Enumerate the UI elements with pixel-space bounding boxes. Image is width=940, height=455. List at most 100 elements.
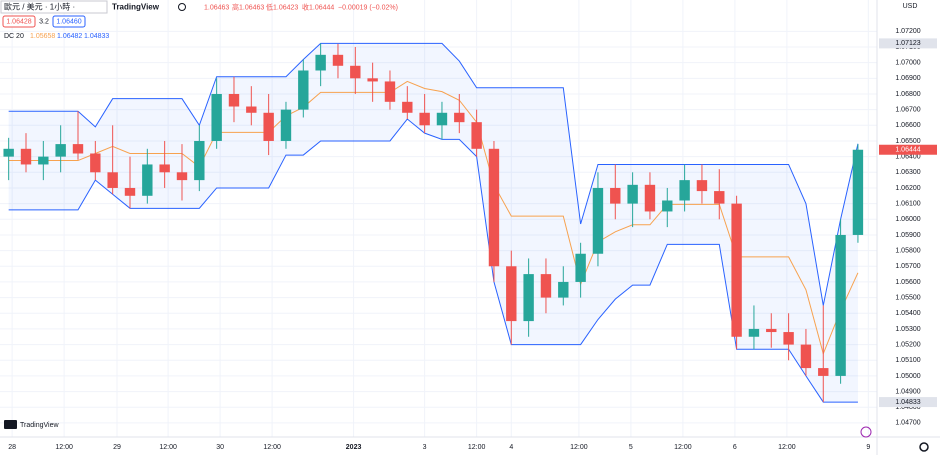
x-tick-label: 12:00 — [159, 444, 177, 451]
candle-body — [228, 93, 240, 107]
channel-line — [8, 42, 859, 306]
candle-body — [419, 112, 430, 126]
y-tick-label: 1.05400 — [895, 310, 920, 317]
candle-body — [436, 112, 448, 126]
x-tick-label: 28 — [8, 444, 16, 451]
eye-icon[interactable] — [178, 3, 186, 11]
x-tick-label: 12:00 — [263, 444, 281, 451]
event-icon[interactable] — [860, 426, 872, 438]
candle-body — [835, 234, 846, 376]
candle-body — [610, 187, 621, 204]
y-tick-label: 1.05100 — [895, 357, 920, 364]
symbol-box[interactable] — [0, 0, 108, 14]
candle-body — [90, 153, 101, 173]
candle-body — [72, 144, 84, 154]
low-value: 1.04833 — [895, 399, 920, 406]
candle-body — [783, 332, 794, 345]
candle-body — [506, 266, 517, 322]
candle-body — [592, 187, 604, 254]
last-value: 1.06444 — [895, 147, 920, 154]
quote-close: 收1.06444 — [302, 2, 334, 11]
candle-body — [159, 164, 170, 173]
y-tick-label: 1.07000 — [895, 59, 920, 66]
candle-body — [298, 70, 309, 110]
x-tick-label: 30 — [216, 444, 224, 451]
y-tick-label: 1.06400 — [895, 153, 920, 160]
x-tick-label: 3 — [423, 444, 427, 451]
buy-button[interactable] — [52, 15, 86, 28]
candle-body — [540, 274, 552, 298]
quote-high: 高1.06463 — [232, 2, 264, 11]
candle-body — [748, 328, 760, 337]
candle-body — [766, 328, 777, 333]
candle-body — [211, 93, 222, 141]
indicator-middle: 1.05658 — [30, 33, 55, 40]
channel-line — [8, 80, 859, 356]
candle-body — [852, 149, 864, 235]
candle-body — [558, 281, 569, 298]
y-tick-label: 1.05300 — [895, 326, 920, 333]
y-tick-label: 1.05900 — [895, 232, 920, 239]
y-tick-label: 1.06900 — [895, 75, 920, 82]
candle-body — [818, 368, 829, 376]
y-tick-label: 1.06600 — [895, 122, 920, 129]
candle-body — [575, 253, 586, 282]
candle-body — [644, 184, 656, 212]
y-tick-label: 1.06000 — [895, 216, 920, 223]
candle-body — [488, 148, 500, 267]
candle-body — [194, 140, 205, 181]
channel-line — [8, 118, 858, 403]
last-value-box — [879, 144, 937, 155]
candle-body — [142, 164, 153, 196]
y-tick-label: 1.05700 — [895, 263, 920, 270]
candle-body — [3, 148, 14, 157]
candle-body — [332, 54, 344, 66]
symbol[interactable]: 歐元 / 美元 · 1小時 · — [4, 2, 75, 12]
x-tick-label: 29 — [113, 444, 121, 451]
y-tick-label: 1.04900 — [895, 388, 920, 395]
y-tick-label: 1.06100 — [895, 200, 920, 207]
candle-body — [471, 122, 482, 149]
candle-body — [107, 172, 118, 188]
candle-body — [731, 203, 742, 337]
quote-change: −0.00019 (−0.02%) — [338, 4, 398, 11]
y-tick-label: 1.05600 — [895, 279, 920, 286]
sell-button[interactable] — [2, 15, 36, 28]
y-tick-label: 1.06200 — [895, 185, 920, 192]
candle-body — [350, 65, 361, 79]
y-tick-label: 1.05800 — [895, 247, 920, 254]
candle-body — [38, 156, 49, 165]
high-value-box — [879, 38, 937, 49]
candle-body — [263, 112, 274, 141]
spread: 3.2 — [39, 18, 49, 25]
currency[interactable]: USD — [903, 3, 918, 10]
buy-price[interactable]: 1.06460 — [56, 18, 81, 25]
y-tick-label: 1.06800 — [895, 91, 920, 98]
candle-body — [55, 144, 66, 157]
candle-body — [20, 148, 32, 165]
high-value: 1.07123 — [895, 40, 920, 47]
y-tick-label: 1.06300 — [895, 169, 920, 176]
y-tick-label: 1.07200 — [895, 28, 920, 35]
source: TradingView — [112, 3, 160, 12]
x-tick-label: 5 — [629, 444, 633, 451]
y-tick-label: 1.05500 — [895, 294, 920, 301]
x-tick-label: 6 — [733, 444, 737, 451]
indicator-name: DC 20 — [4, 33, 24, 40]
candle-body — [176, 172, 188, 181]
candle-body — [696, 180, 708, 192]
quote-open: 1.06463 — [204, 4, 229, 11]
candle-body — [367, 78, 378, 82]
settings-icon[interactable] — [919, 442, 929, 452]
candle-body — [662, 200, 673, 212]
candle-body — [280, 109, 292, 141]
candle-body — [523, 274, 534, 322]
sell-price[interactable]: 1.06428 — [6, 18, 31, 25]
candle-body — [246, 106, 257, 113]
plot-area — [0, 0, 877, 437]
logo-icon — [4, 420, 17, 429]
x-tick-label: 12:00 — [468, 444, 486, 451]
